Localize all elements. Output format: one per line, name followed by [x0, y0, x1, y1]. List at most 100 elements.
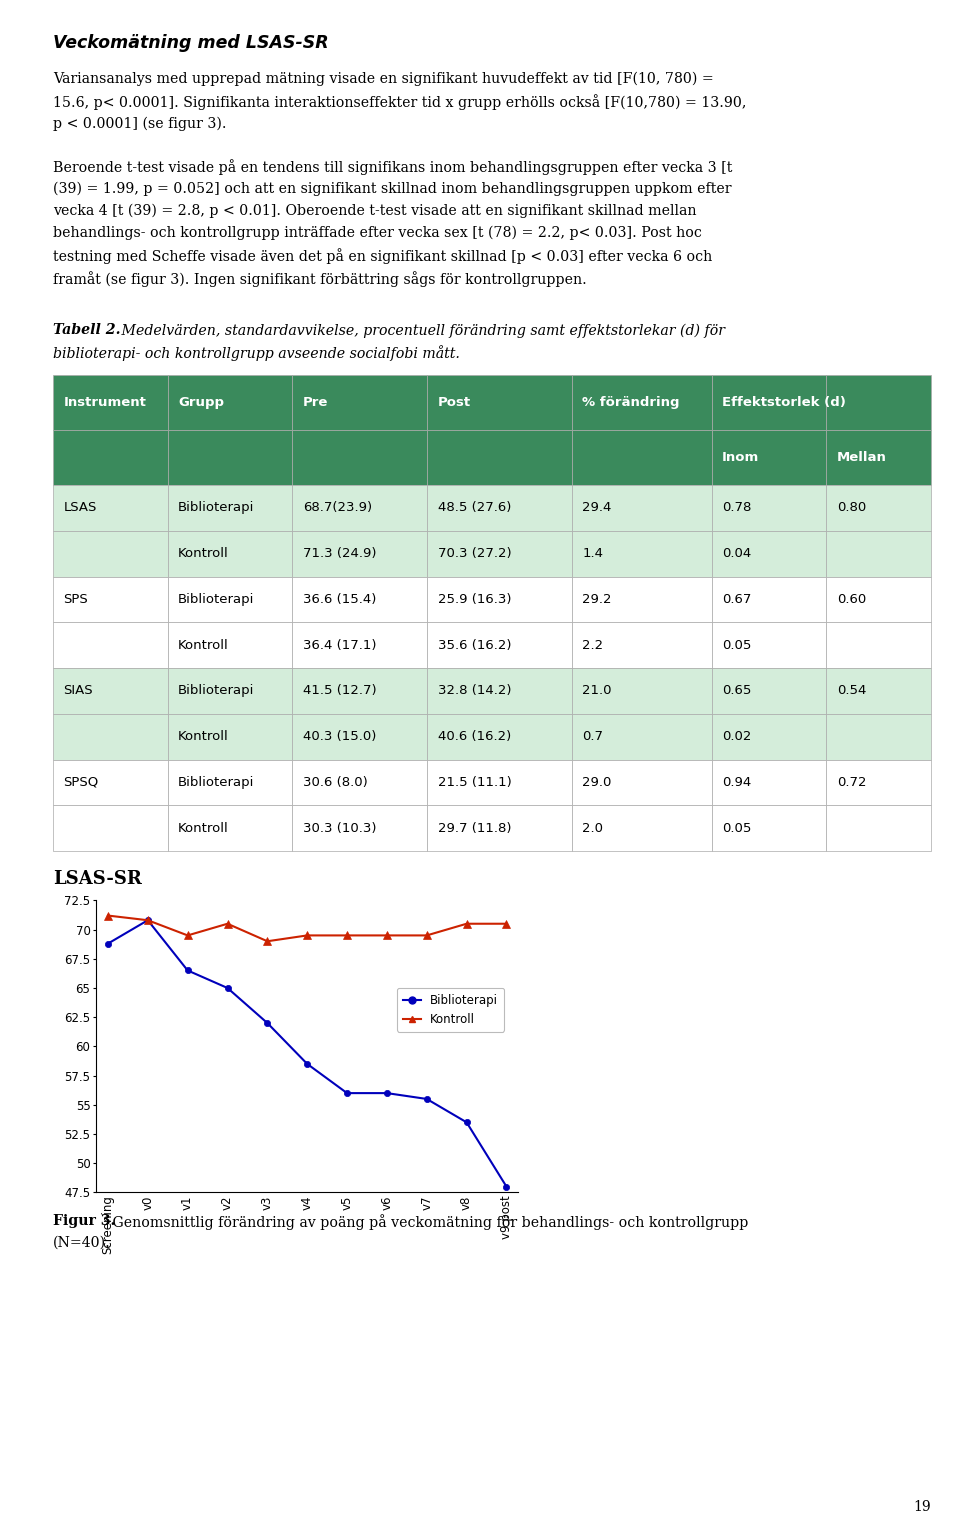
Text: 0.80: 0.80 — [837, 501, 866, 515]
Bar — [711, 576, 827, 622]
Text: 48.5 (27.6): 48.5 (27.6) — [438, 501, 511, 515]
Text: 29.2: 29.2 — [583, 593, 612, 606]
Text: 21.5 (11.1): 21.5 (11.1) — [438, 776, 512, 788]
Text: 0.04: 0.04 — [722, 547, 752, 559]
Bar — [711, 430, 827, 486]
Bar — [572, 622, 711, 669]
Bar — [293, 430, 427, 486]
Text: 40.6 (16.2): 40.6 (16.2) — [438, 730, 511, 744]
Text: 41.5 (12.7): 41.5 (12.7) — [303, 684, 376, 698]
Bar — [827, 375, 931, 430]
Bar — [827, 530, 931, 576]
Text: framåt (se figur 3). Ingen signifikant förbättring sågs för kontrollgruppen.: framåt (se figur 3). Ingen signifikant f… — [53, 271, 587, 287]
Text: Kontroll: Kontroll — [179, 822, 228, 835]
Bar — [53, 759, 168, 805]
Bar — [572, 530, 711, 576]
Text: Veckomätning med LSAS-SR: Veckomätning med LSAS-SR — [53, 34, 328, 52]
Text: Kontroll: Kontroll — [179, 547, 228, 559]
Text: 36.4 (17.1): 36.4 (17.1) — [303, 639, 376, 652]
Text: Biblioterapi: Biblioterapi — [179, 501, 254, 515]
Text: Kontroll: Kontroll — [179, 730, 228, 744]
Bar — [168, 805, 293, 851]
Bar — [53, 486, 168, 530]
Bar — [293, 805, 427, 851]
Text: vecka 4 [t (39) = 2.8, p < 0.01]. Oberoende t-test visade att en signifikant ski: vecka 4 [t (39) = 2.8, p < 0.01]. Oberoe… — [53, 204, 696, 218]
Text: Figur 3.: Figur 3. — [53, 1214, 115, 1228]
Text: Instrument: Instrument — [63, 397, 146, 409]
Text: Inom: Inom — [722, 452, 759, 464]
Bar — [711, 530, 827, 576]
Bar — [827, 805, 931, 851]
Text: SPSQ: SPSQ — [63, 776, 99, 788]
Text: 32.8 (14.2): 32.8 (14.2) — [438, 684, 511, 698]
Bar — [427, 713, 572, 759]
Bar — [827, 576, 931, 622]
Text: 70.3 (27.2): 70.3 (27.2) — [438, 547, 512, 559]
Bar — [293, 576, 427, 622]
Bar — [427, 430, 572, 486]
Bar — [53, 375, 168, 430]
Bar — [168, 576, 293, 622]
Bar — [427, 486, 572, 530]
Text: SPS: SPS — [63, 593, 88, 606]
Bar — [53, 430, 168, 486]
Text: Effektstorlek (d): Effektstorlek (d) — [722, 397, 846, 409]
Text: 40.3 (15.0): 40.3 (15.0) — [303, 730, 376, 744]
Text: 29.7 (11.8): 29.7 (11.8) — [438, 822, 511, 835]
Bar — [572, 430, 711, 486]
Text: LSAS-SR: LSAS-SR — [53, 870, 142, 888]
Bar — [293, 759, 427, 805]
Bar — [168, 530, 293, 576]
Text: p < 0.0001] (se figur 3).: p < 0.0001] (se figur 3). — [53, 117, 227, 131]
Text: (39) = 1.99, p = 0.052] och att en signifikant skillnad inom behandlingsgruppen : (39) = 1.99, p = 0.052] och att en signi… — [53, 181, 732, 195]
Bar — [427, 530, 572, 576]
Text: Post: Post — [438, 397, 470, 409]
Bar — [293, 669, 427, 713]
Text: 0.7: 0.7 — [583, 730, 604, 744]
Bar — [427, 622, 572, 669]
Text: 29.4: 29.4 — [583, 501, 612, 515]
Text: Biblioterapi: Biblioterapi — [179, 684, 254, 698]
Text: biblioterapi- och kontrollgrupp avseende socialfobi mått.: biblioterapi- och kontrollgrupp avseende… — [53, 346, 460, 361]
Bar — [827, 669, 931, 713]
Text: Tabell 2.: Tabell 2. — [53, 323, 120, 337]
Text: Variansanalys med upprepad mätning visade en signifikant huvudeffekt av tid [F(1: Variansanalys med upprepad mätning visad… — [53, 72, 713, 86]
Text: (N=40).: (N=40). — [53, 1236, 110, 1250]
Text: behandlings- och kontrollgrupp inträffade efter vecka sex [t (78) = 2.2, p< 0.03: behandlings- och kontrollgrupp inträffad… — [53, 226, 702, 240]
Bar — [711, 669, 827, 713]
Bar — [293, 530, 427, 576]
Bar — [168, 713, 293, 759]
Text: 1.4: 1.4 — [583, 547, 604, 559]
Bar — [53, 713, 168, 759]
Text: 36.6 (15.4): 36.6 (15.4) — [303, 593, 376, 606]
Text: Beroende t-test visade på en tendens till signifikans inom behandlingsgruppen ef: Beroende t-test visade på en tendens til… — [53, 158, 732, 175]
Bar — [168, 759, 293, 805]
Text: 25.9 (16.3): 25.9 (16.3) — [438, 593, 511, 606]
Bar — [168, 669, 293, 713]
Bar — [827, 622, 931, 669]
Bar — [827, 759, 931, 805]
Bar — [711, 805, 827, 851]
Bar — [711, 759, 827, 805]
Bar — [427, 669, 572, 713]
Bar — [168, 486, 293, 530]
Bar — [711, 622, 827, 669]
Bar — [711, 375, 827, 430]
Text: 0.60: 0.60 — [837, 593, 866, 606]
Bar — [827, 430, 931, 486]
Text: 15.6, p< 0.0001]. Signifikanta interaktionseffekter tid x grupp erhölls också [F: 15.6, p< 0.0001]. Signifikanta interakti… — [53, 94, 746, 111]
Text: 0.72: 0.72 — [837, 776, 867, 788]
Text: Grupp: Grupp — [179, 397, 224, 409]
Bar — [572, 669, 711, 713]
Text: 2.0: 2.0 — [583, 822, 604, 835]
Text: 0.78: 0.78 — [722, 501, 752, 515]
Text: testning med Scheffe visade även det på en signifikant skillnad [p < 0.03] efter: testning med Scheffe visade även det på … — [53, 249, 712, 264]
Bar — [572, 713, 711, 759]
Text: Mellan: Mellan — [837, 452, 887, 464]
Bar — [427, 805, 572, 851]
Bar — [293, 713, 427, 759]
Bar — [572, 576, 711, 622]
Bar — [168, 622, 293, 669]
Bar — [827, 486, 931, 530]
Text: % förändring: % förändring — [583, 397, 680, 409]
